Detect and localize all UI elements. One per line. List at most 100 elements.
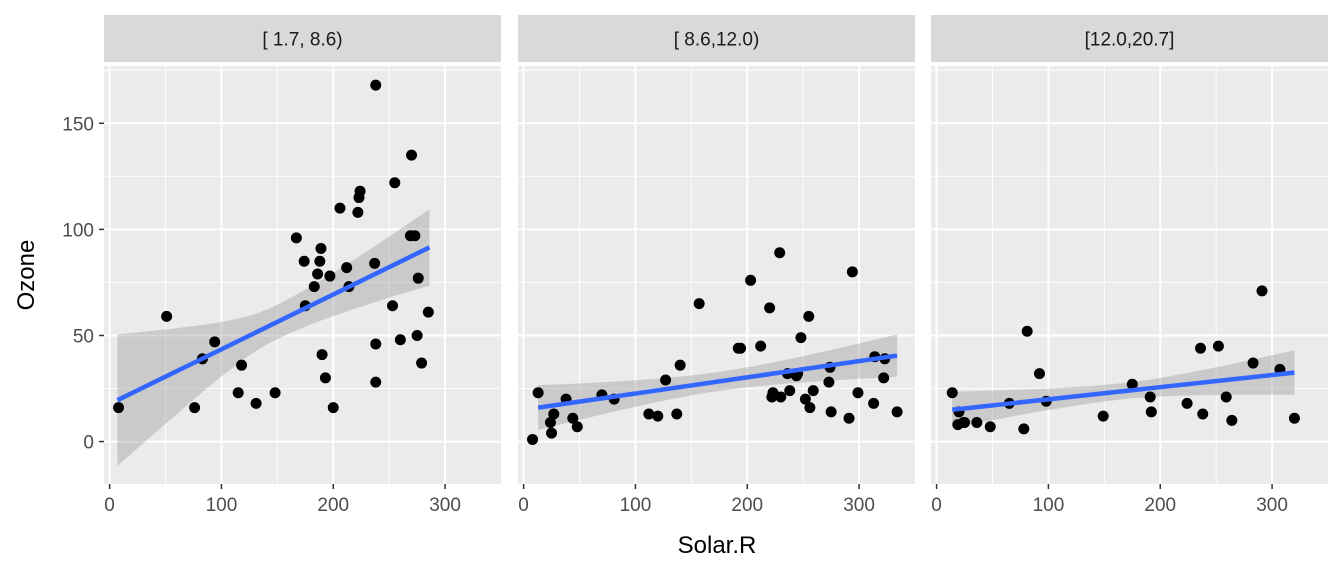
confidence-band <box>117 209 430 466</box>
data-point <box>1145 406 1157 418</box>
data-point <box>319 372 331 384</box>
data-point <box>735 342 747 354</box>
fit-line <box>952 370 1295 412</box>
y-tick-label: 150 <box>62 114 94 135</box>
data-point <box>1212 340 1224 352</box>
data-point <box>567 412 579 424</box>
data-point <box>823 376 835 388</box>
data-point <box>532 387 544 399</box>
data-point <box>984 421 996 433</box>
data-point <box>775 391 787 403</box>
data-point <box>643 408 655 420</box>
data-point <box>370 376 382 388</box>
x-tick-label: 100 <box>206 495 238 516</box>
data-point <box>370 79 382 91</box>
data-point <box>946 387 958 399</box>
data-point <box>971 416 983 428</box>
data-point <box>209 336 221 348</box>
data-point <box>298 255 310 267</box>
data-point <box>412 272 424 284</box>
x-tick-label: 200 <box>1144 495 1176 516</box>
data-point <box>316 349 328 361</box>
data-point <box>764 302 776 314</box>
data-point <box>674 359 686 371</box>
data-point <box>1018 423 1030 435</box>
data-point <box>250 397 262 409</box>
data-point <box>1256 285 1268 297</box>
data-point <box>1021 325 1033 337</box>
data-point <box>232 387 244 399</box>
data-point <box>1033 368 1045 380</box>
panel-1: [ 1.7, 8.6) 0 100 200 300 0 50 100 150 <box>62 15 501 516</box>
data-point <box>387 300 399 312</box>
data-point <box>807 385 819 397</box>
fit-line <box>116 245 431 403</box>
data-point <box>852 387 864 399</box>
x-tick-label: 0 <box>931 495 942 516</box>
data-point <box>290 232 302 244</box>
data-point <box>312 268 324 280</box>
data-point <box>868 397 880 409</box>
data-point <box>113 402 125 414</box>
data-point <box>416 357 428 369</box>
data-point <box>352 206 364 218</box>
data-point <box>799 393 811 405</box>
facet-strip-label: [12.0,20.7] <box>1085 30 1175 51</box>
x-axis-title: Solar.R <box>678 532 757 559</box>
data-point <box>544 416 556 428</box>
panel-3: [12.0,20.7] 0 100 200 300 <box>931 15 1328 516</box>
data-point <box>1288 412 1300 424</box>
data-point <box>527 433 539 445</box>
data-point <box>878 372 890 384</box>
x-tick-label: 200 <box>731 495 763 516</box>
data-point <box>269 387 281 399</box>
facet-strip-label: [ 8.6,12.0) <box>674 30 760 51</box>
data-point <box>546 427 558 439</box>
y-axis-title: Ozone <box>13 240 40 311</box>
data-point <box>422 306 434 318</box>
data-point <box>1220 391 1232 403</box>
data-point <box>660 374 672 386</box>
data-point <box>409 230 421 242</box>
data-point <box>315 242 327 254</box>
data-point <box>745 274 757 286</box>
data-point <box>341 262 353 274</box>
panel-background <box>931 66 1328 484</box>
y-tick-label: 0 <box>83 433 94 454</box>
data-point <box>571 421 583 433</box>
data-point <box>354 185 366 197</box>
facet-strip <box>931 15 1328 62</box>
y-tick-label: 50 <box>73 326 94 347</box>
data-point <box>671 408 683 420</box>
y-tick-label: 100 <box>62 220 94 241</box>
x-tick-label: 300 <box>1256 495 1288 516</box>
data-point <box>411 329 423 341</box>
data-point <box>548 408 560 420</box>
data-point <box>891 406 903 418</box>
data-point <box>1195 342 1207 354</box>
data-point <box>825 406 837 418</box>
data-point <box>784 385 796 397</box>
data-point <box>846 266 858 278</box>
data-point <box>314 255 326 267</box>
data-point <box>1197 408 1209 420</box>
data-point <box>755 340 767 352</box>
data-point <box>1126 378 1138 390</box>
data-point <box>324 270 336 282</box>
x-tick-label: 100 <box>620 495 652 516</box>
data-point <box>1097 410 1109 422</box>
data-point <box>693 298 705 310</box>
data-point <box>406 149 418 161</box>
facet-strip <box>518 15 915 62</box>
panel-2: [ 8.6,12.0) 0 100 200 300 <box>518 15 915 516</box>
data-point <box>803 310 815 322</box>
x-tick-label: 0 <box>104 495 115 516</box>
data-point <box>308 281 320 293</box>
facet-strip <box>104 15 501 62</box>
x-tick-label: 200 <box>317 495 349 516</box>
data-point <box>1226 414 1238 426</box>
data-point <box>369 257 381 269</box>
facet-strip-label: [ 1.7, 8.6) <box>262 30 342 51</box>
data-point <box>1144 391 1156 403</box>
